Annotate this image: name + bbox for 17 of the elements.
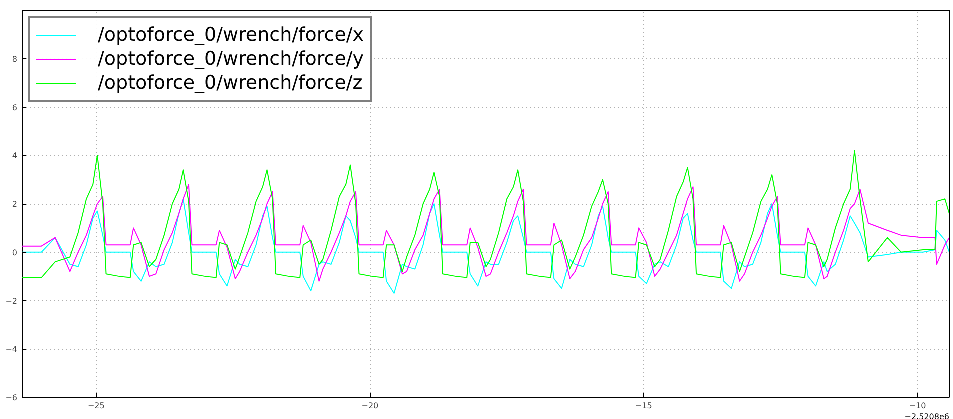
legend-label: /optoforce_0/wrench/force/x: [98, 24, 364, 46]
y-tick-label: 8: [12, 54, 18, 64]
line-series: [22, 150, 950, 278]
y-tick-label: −2: [6, 296, 18, 306]
y-tick-label: −6: [6, 394, 18, 402]
x-tick-label: −10: [909, 402, 926, 410]
line-series: [22, 184, 950, 282]
x-tick-label: −15: [636, 402, 652, 410]
y-tick-label: 4: [12, 152, 18, 161]
y-tick-label: 6: [12, 103, 18, 112]
y-tick-label: −4: [6, 345, 18, 354]
y-tick-label: 2: [12, 200, 18, 209]
y-tick-label: 0: [12, 248, 18, 258]
legend-label: /optoforce_0/wrench/force/z: [98, 72, 363, 94]
x-tick-label: −25: [88, 402, 105, 410]
x-tick-label: −20: [362, 402, 379, 410]
legend-label: /optoforce_0/wrench/force/y: [98, 48, 364, 70]
